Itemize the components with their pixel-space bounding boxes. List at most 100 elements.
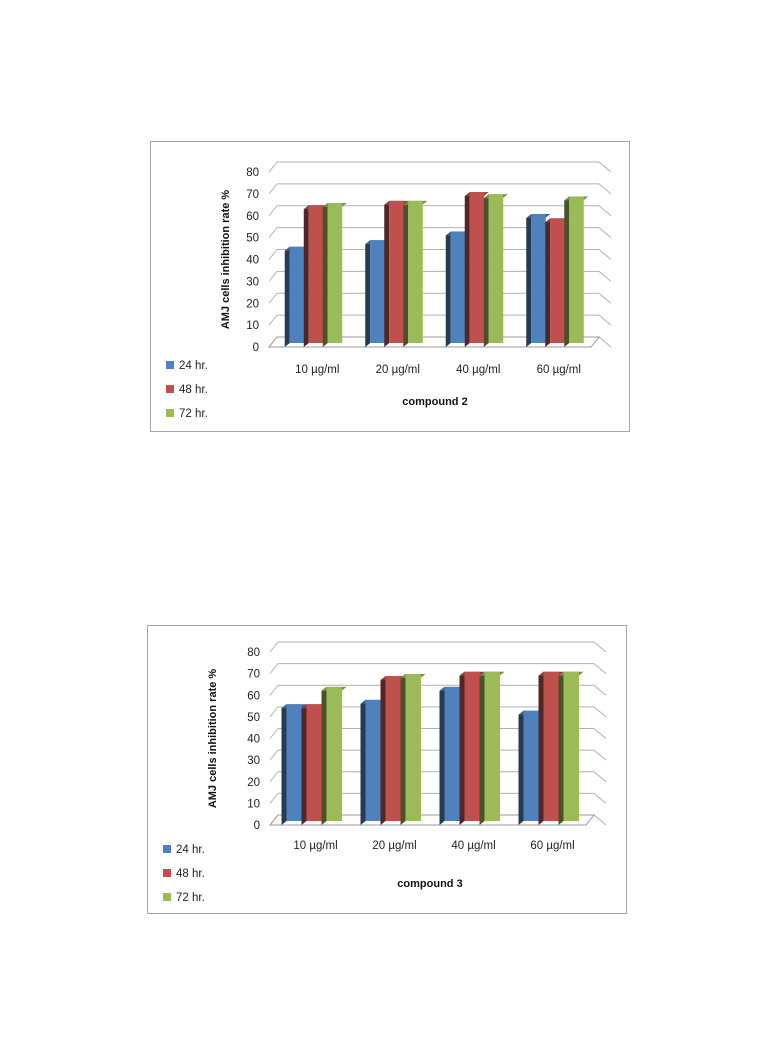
legend-swatch (163, 869, 171, 877)
x-category-label: 40 µg/ml (456, 364, 500, 376)
legend-label: 72 hr. (179, 408, 208, 420)
gridline-side (598, 314, 612, 326)
y-tick-label: 40 (246, 255, 259, 267)
legend-swatch (166, 409, 174, 417)
gridline-left (269, 771, 279, 783)
gridline-left (268, 249, 278, 260)
gridline-side (593, 749, 607, 761)
y-tick-label: 10 (246, 320, 259, 332)
y-tick-label: 50 (247, 712, 260, 724)
x-category-label: 60 µg/ml (530, 840, 574, 852)
gridline-side (593, 728, 607, 739)
chart-floor (268, 814, 596, 826)
chart-floor (267, 336, 601, 348)
y-tick-label: 60 (247, 690, 260, 702)
bar-48hr-1 (385, 676, 401, 821)
gridline-side (593, 663, 607, 675)
legend-label: 48 hr. (179, 384, 208, 396)
y-tick-label: 20 (246, 298, 259, 310)
gridline-side (598, 292, 612, 304)
bar-48hr-2 (464, 671, 480, 821)
gridline-left (269, 728, 279, 739)
bar-48hr-0 (306, 704, 322, 821)
gridline-left (268, 227, 278, 238)
bar-side (445, 231, 451, 347)
bar-side (464, 192, 470, 347)
gridline-left (268, 183, 278, 195)
gridline-left (269, 663, 279, 674)
chart-compound-3-plot: 0 10 20 30 40 50 60 70 80 AMJ cells inhibition ra… (163, 641, 607, 904)
bar-side (303, 205, 309, 347)
y-axis-title: AMJ cells inhibition rate % (220, 190, 232, 330)
bar-48hr-0 (308, 205, 324, 343)
x-category-label: 60 µg/ml (537, 364, 581, 376)
bar-side (322, 203, 328, 347)
y-tick-label: 60 (246, 211, 259, 223)
y-tick-label: 30 (246, 276, 259, 288)
y-tick-label: 0 (254, 820, 260, 832)
bar-side (365, 240, 371, 347)
bar-side (564, 196, 570, 347)
y-tick-label: 10 (247, 798, 260, 810)
bar-24hr-2 (450, 231, 466, 343)
bar-24hr-1 (365, 699, 381, 821)
y-tick-label: 20 (247, 777, 260, 789)
gridline-side (598, 227, 612, 239)
y-tick-label: 70 (246, 189, 259, 201)
gridline-side (598, 270, 612, 282)
chart-compound-2-plot: 0 10 20 30 40 50 60 70 80 AMJ cells inhibition ra… (166, 161, 612, 420)
y-tick-label: 80 (246, 167, 259, 179)
bar-side (439, 686, 445, 825)
x-category-label: 10 µg/ml (295, 364, 339, 376)
gridline-left (269, 641, 279, 653)
gridline-side (598, 336, 612, 348)
bar-72hr-0 (327, 203, 343, 343)
bar-72hr-2 (488, 194, 504, 343)
bar-72hr-3 (569, 196, 584, 343)
bar-side (518, 710, 524, 825)
chart-compound-2: 0 10 20 30 40 50 60 70 80 AMJ cells inhibition ra… (150, 141, 630, 432)
bar-side (380, 676, 386, 825)
bar-side (284, 246, 290, 347)
gridline-side (598, 161, 612, 173)
gridline-left (269, 684, 279, 696)
bar-72hr-3 (563, 671, 579, 821)
x-axis-title: compound 3 (397, 878, 462, 890)
bar-48hr-3 (543, 671, 559, 821)
legend-label: 72 hr. (176, 892, 205, 904)
bar-side (545, 218, 551, 347)
bar-48hr-3 (550, 218, 565, 343)
bar-side (538, 671, 544, 825)
bar-24hr-3 (531, 213, 546, 343)
gridline-left (269, 793, 279, 804)
gridline-left (268, 161, 278, 173)
gridline-left (269, 706, 279, 718)
y-tick-label: 50 (246, 233, 259, 245)
x-category-label: 10 µg/ml (293, 840, 337, 852)
gridline-left (268, 292, 278, 304)
bar-side (479, 671, 485, 825)
bar-24hr-3 (523, 710, 539, 821)
bar-24hr-2 (444, 686, 460, 821)
bar-24hr-0 (289, 246, 305, 343)
gridline-left (268, 205, 278, 217)
y-tick-label: 70 (247, 669, 260, 681)
gridline-left (268, 271, 278, 282)
gridline-left (269, 749, 279, 761)
bar-48hr-1 (389, 200, 404, 343)
legend-label: 24 hr. (176, 844, 205, 856)
bar-24hr-0 (286, 704, 302, 821)
bar-side (403, 200, 409, 347)
gridline-side (593, 641, 607, 653)
bar-side (400, 673, 406, 825)
bar-side (360, 699, 366, 825)
y-axis-title: AMJ cells inhibition rate % (207, 669, 219, 809)
bar-side (459, 671, 465, 825)
bar-side (301, 704, 307, 825)
bar-72hr-2 (484, 671, 500, 821)
gridline-left (268, 314, 278, 326)
legend-swatch (166, 385, 174, 393)
bar-side (281, 704, 287, 825)
y-tick-label: 40 (247, 734, 260, 746)
bar-side (321, 686, 327, 825)
